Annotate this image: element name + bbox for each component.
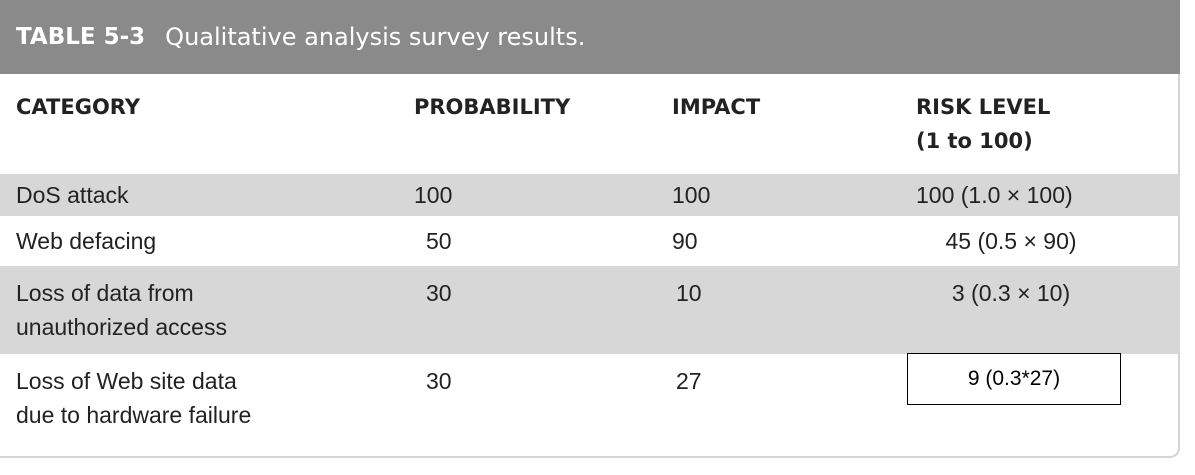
row-impact: 27 — [676, 368, 702, 394]
table-row: DoS attack 100 100 100 (1.0 × 100) — [0, 174, 1180, 216]
risk-level-answer-box: 9 (0.3*27) — [907, 353, 1121, 405]
row-probability: 100 — [414, 182, 453, 208]
table-label: TABLE 5-3 — [16, 24, 146, 50]
row-impact: 90 — [672, 228, 698, 254]
row-category-line1: Web defacing — [16, 228, 157, 254]
header-risk-level-line1: RISK LEVEL — [916, 95, 1051, 119]
row-category-line1: Loss of data from — [16, 280, 194, 306]
table-header-row: CATEGORY PROBABILITY IMPACT RISK LEVEL (… — [0, 74, 1180, 174]
header-probability: PROBABILITY — [414, 95, 571, 119]
row-category: DoS attack — [16, 178, 376, 212]
table-title-bar: TABLE 5-3 Qualitative analysis survey re… — [0, 0, 1180, 74]
row-risk-level: 3 (0.3 × 10) — [951, 280, 1071, 306]
row-category-line1: Loss of Web site data — [16, 368, 237, 394]
header-category: CATEGORY — [16, 95, 141, 119]
row-impact: 100 — [672, 182, 711, 208]
header-risk-level: RISK LEVEL (1 to 100) — [916, 90, 1156, 158]
row-category-line2: unauthorized access — [16, 314, 227, 340]
table-row: Web defacing 50 90 45 (0.5 × 90) — [0, 216, 1180, 266]
row-probability: 50 — [426, 228, 452, 254]
row-probability: 30 — [426, 368, 452, 394]
row-impact: 10 — [676, 280, 702, 306]
row-category: Loss of Web site data due to hardware fa… — [16, 364, 376, 432]
table-row: Loss of Web site data due to hardware fa… — [0, 354, 1180, 444]
table-frame — [0, 0, 1180, 458]
row-risk-level: 45 (0.5 × 90) — [945, 228, 1077, 254]
row-probability: 30 — [426, 280, 452, 306]
header-impact: IMPACT — [672, 95, 761, 119]
row-category-line2: due to hardware failure — [16, 402, 252, 428]
row-category-line1: DoS attack — [16, 182, 129, 208]
row-risk-level: 100 (1.0 × 100) — [916, 182, 1073, 208]
row-category: Loss of data from unauthorized access — [16, 276, 376, 344]
table-row: Loss of data from unauthorized access 30… — [0, 266, 1180, 354]
table-title: Qualitative analysis survey results. — [165, 23, 586, 51]
header-risk-level-line2: (1 to 100) — [916, 129, 1033, 153]
row-category: Web defacing — [16, 224, 376, 258]
